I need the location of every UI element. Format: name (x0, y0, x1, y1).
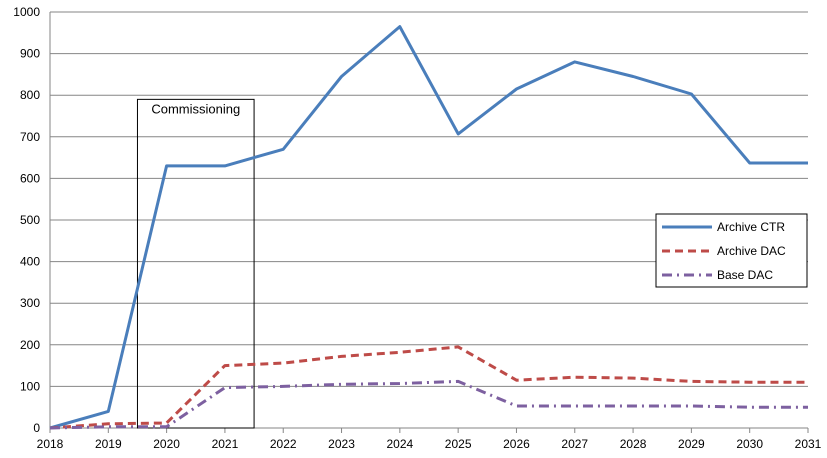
series-line-archive-ctr (49, 25, 808, 430)
y-tick-label: 1000 (13, 5, 40, 19)
legend-label: Archive DAC (717, 244, 786, 258)
x-tick-label: 2025 (445, 437, 472, 451)
axes: 0 100 200 300 400 500 600 700 800 900 1000 2018 2019… (13, 5, 821, 451)
x-tick-label: 2028 (620, 437, 647, 451)
y-tick-label: 100 (20, 379, 40, 393)
x-tick-label: 2018 (37, 437, 64, 451)
legend-label: Archive CTR (717, 220, 785, 234)
series-line-base-dac (49, 379, 808, 430)
grid-lines (50, 11, 808, 387)
y-tick-label: 0 (33, 421, 40, 435)
annotations: Commissioning (136, 98, 255, 429)
x-tick-label: 2026 (503, 437, 530, 451)
legend-label: Base DAC (717, 268, 773, 282)
y-tick-label: 200 (20, 338, 40, 352)
commissioning-box (136, 98, 255, 429)
y-tick-label: 500 (20, 213, 40, 227)
y-tick-label: 900 (20, 47, 40, 61)
x-tick-label: 2030 (736, 437, 763, 451)
y-tick-label: 600 (20, 171, 40, 185)
x-tick-label: 2023 (328, 437, 355, 451)
x-tick-label: 2021 (212, 437, 239, 451)
x-tick-label: 2022 (270, 437, 297, 451)
x-tick-label: 2020 (153, 437, 180, 451)
y-tick-label: 400 (20, 255, 40, 269)
legend: Archive CTR Archive DAC Base DAC (655, 213, 808, 288)
commissioning-label: Commissioning (151, 101, 240, 116)
x-tick-label: 2029 (678, 437, 705, 451)
x-tick-label: 2027 (561, 437, 588, 451)
x-tick-label: 2024 (386, 437, 413, 451)
series-line-archive-dac (49, 345, 808, 430)
y-tick-label: 700 (20, 130, 40, 144)
y-tick-label: 800 (20, 88, 40, 102)
x-tick-label: 2019 (95, 437, 122, 451)
x-tick-label: 2031 (795, 437, 822, 451)
series-lines (49, 25, 808, 430)
y-tick-label: 300 (20, 296, 40, 310)
